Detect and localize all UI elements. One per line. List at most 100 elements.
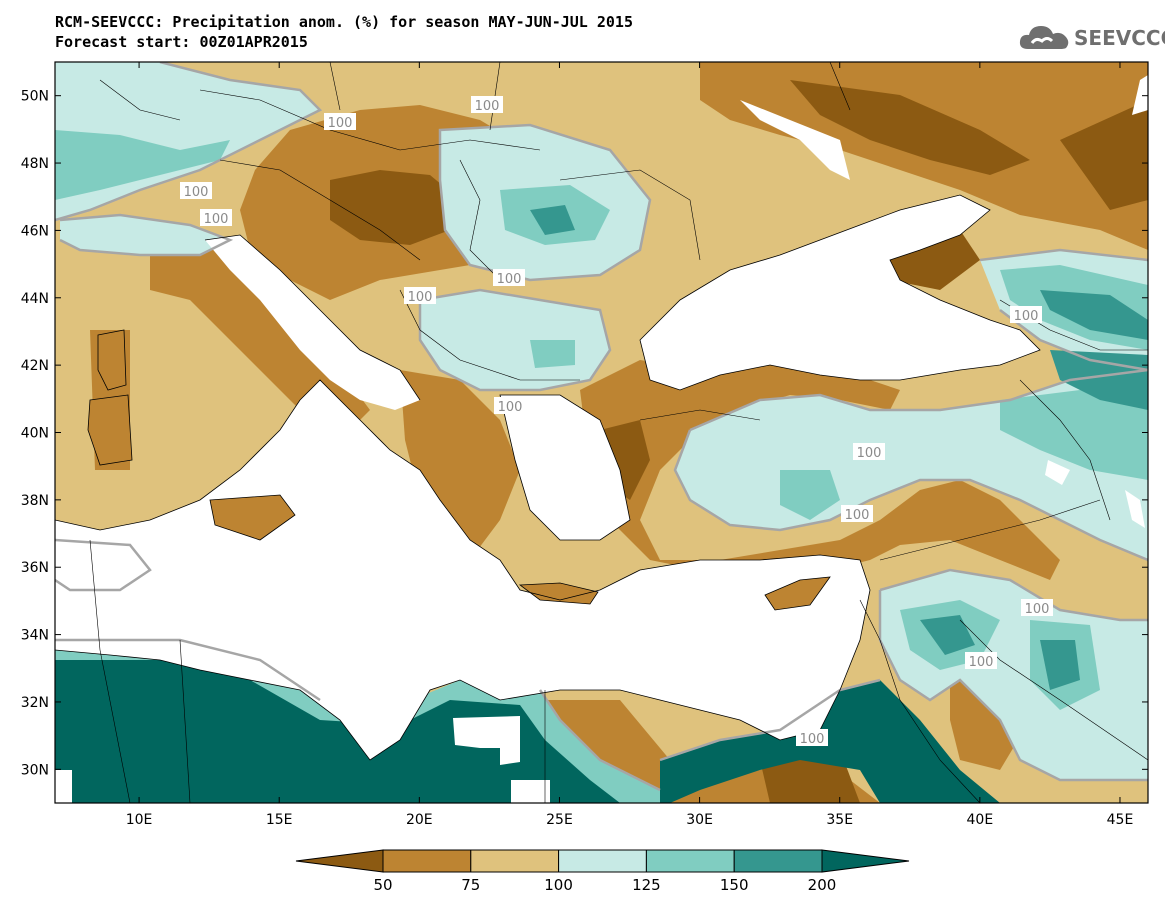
colorbar-segment: [470, 849, 560, 873]
colorbar-label: 50: [373, 876, 392, 894]
logo-text: SEEVCCC: [1074, 26, 1165, 50]
contour-label-bg: [853, 443, 885, 460]
contour-label: 100: [328, 116, 353, 131]
anomaly-field: [55, 62, 1148, 803]
corsica: [98, 330, 126, 390]
aegean-sea: [500, 395, 630, 540]
contour-label: 100: [1014, 309, 1039, 324]
colorbar-segment-min: [295, 849, 384, 873]
contour-label: 100: [1025, 602, 1050, 617]
longitude-axis: 10E 15E 20E 25E 30E 35E 40E 45E: [126, 62, 1134, 828]
cloud-icon: [1019, 26, 1069, 49]
contour-label-bg: [965, 652, 997, 669]
lat-tick-label: 30N: [21, 762, 49, 778]
colorbar-label: 100: [544, 876, 573, 894]
field-50-pannonia: [330, 170, 460, 245]
sardinia: [88, 395, 132, 465]
lon-tick-label: 35E: [826, 812, 853, 828]
contour-label: 100: [497, 272, 522, 287]
colorbar-segment: [733, 849, 823, 873]
field-200-libya: [55, 660, 620, 803]
missing-data-libya-1: [453, 716, 520, 765]
field-200-carpathians: [530, 205, 575, 235]
field-150-balkans: [530, 340, 575, 368]
contour-label-bg: [471, 96, 503, 113]
field-150-east-anatolia: [1000, 380, 1148, 480]
contour-label: 100: [408, 290, 433, 305]
adriatic-sea: [205, 235, 420, 410]
missing-data-russia: [1132, 75, 1148, 115]
contour-label: 100: [969, 655, 994, 670]
contour-label-bg: [404, 287, 436, 304]
crete: [520, 583, 598, 604]
lat-tick-label: 46N: [21, 223, 49, 239]
field-200-georgia: [1040, 290, 1148, 340]
field-200-iraq: [1040, 640, 1080, 690]
contour-label-bg: [200, 209, 232, 226]
lat-tick-label: 42N: [21, 358, 49, 374]
lon-tick-label: 25E: [546, 812, 573, 828]
colorbar-label: 150: [720, 876, 749, 894]
cyprus: [765, 577, 830, 610]
contour-label: 100: [857, 446, 882, 461]
dnieper-reservoir: [740, 100, 850, 180]
mediterranean-sea: [55, 380, 870, 760]
contour-label-bg: [796, 729, 828, 746]
missing-data-turkey: [1045, 460, 1070, 485]
country-borders: [89, 62, 1148, 803]
colorbar: 50 75 100 125 150 200: [295, 849, 910, 894]
contour-labels: 100 100 100 100 100 100 100 100 100 100 100 100 100: [180, 96, 1053, 747]
lat-tick-label: 38N: [21, 493, 49, 509]
field-50-russia: [1060, 100, 1148, 210]
contour-label-bg: [493, 269, 525, 286]
lon-tick-label: 20E: [406, 812, 433, 828]
missing-data-libya-2: [511, 780, 550, 803]
contour-label: 100: [475, 99, 500, 114]
lon-tick-label: 15E: [266, 812, 293, 828]
lon-tick-label: 40E: [967, 812, 994, 828]
title-line-2: Forecast start: 00Z01APR2015: [55, 33, 308, 51]
coastlines: [55, 194, 1041, 761]
title-line-1: RCM-SEEVCCC: Precipitation anom. (%) for…: [55, 13, 633, 31]
field-200-nile-sinai: [660, 680, 1000, 803]
map-title: RCM-SEEVCCC: Precipitation anom. (%) for…: [55, 12, 633, 52]
colorbar-segment-max: [821, 849, 910, 873]
lon-tick-label: 45E: [1107, 812, 1134, 828]
colorbar-segment: [382, 849, 472, 873]
contour-label-bg: [324, 113, 356, 130]
colorbar-label: 125: [632, 876, 661, 894]
sicily: [210, 495, 295, 540]
contour-label: 100: [204, 212, 229, 227]
colorbar-segment: [558, 849, 647, 873]
lat-tick-label: 36N: [21, 560, 49, 576]
black-sea: [640, 195, 1040, 390]
contour-100: [55, 62, 1148, 792]
lat-tick-label: 32N: [21, 695, 49, 711]
contour-label-bg: [1010, 306, 1042, 323]
field-75-turkey: [580, 360, 1060, 580]
lat-tick-label: 40N: [21, 426, 49, 442]
missing-data-algeria: [55, 770, 72, 803]
lon-tick-label: 10E: [126, 812, 153, 828]
field-150-alps: [55, 130, 230, 200]
contour-label-bg: [1021, 599, 1053, 616]
lon-tick-label: 30E: [686, 812, 713, 828]
contour-label: 100: [498, 400, 523, 415]
contour-label-bg: [180, 182, 212, 199]
lat-tick-label: 44N: [21, 291, 49, 307]
field-50-ukraine: [790, 80, 1030, 175]
lat-tick-label: 48N: [21, 156, 49, 172]
contour-label-bg: [494, 397, 526, 414]
contour-label: 100: [800, 732, 825, 747]
colorbar-label: 200: [808, 876, 837, 894]
latitude-axis: 50N 48N 46N 44N 42N 40N 38N 36N 34N 32N 30N: [21, 89, 1148, 778]
colorbar-label: 75: [461, 876, 480, 894]
field-150-anatolia: [780, 470, 840, 520]
contour-label: 100: [845, 508, 870, 523]
lat-tick-label: 50N: [21, 89, 49, 105]
lat-tick-label: 34N: [21, 628, 49, 644]
contour-label-bg: [841, 505, 873, 522]
field-200-syria: [920, 615, 975, 655]
missing-data-iran: [1125, 490, 1145, 528]
